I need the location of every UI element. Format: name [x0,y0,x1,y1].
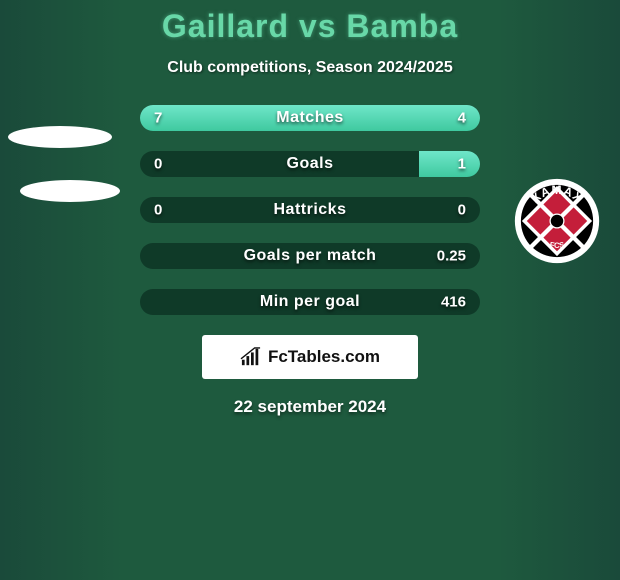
bar-label: Min per goal [140,293,480,311]
bar-value-right: 4 [458,110,466,127]
stat-row: Goals0 1 [0,151,620,177]
bar-track: Goals0 1 [140,151,480,177]
bar-value-right: 0 [458,202,466,219]
bar-label: Matches [140,109,480,127]
placeholder-ellipse [8,126,112,148]
bar-value-left: 7 [154,110,162,127]
bar-track: Hattricks0 0 [140,197,480,223]
bar-chart-icon [240,347,262,367]
svg-text:FCS: FCS [549,240,565,250]
subtitle: Club competitions, Season 2024/2025 [0,59,620,77]
brand-text: FcTables.com [268,347,380,367]
bar-value-left: 0 [154,156,162,173]
brand-badge: FcTables.com [202,335,418,379]
stat-row: Matches7 4 [0,105,620,131]
bar-value-right: 416 [441,294,466,311]
bar-value-right: 1 [458,156,466,173]
bar-track: Min per goal416 [140,289,480,315]
bar-track: Matches7 4 [140,105,480,131]
placeholder-ellipse [20,180,120,202]
bar-label: Goals per match [140,247,480,265]
date-text: 22 september 2024 [0,397,620,417]
page-title: Gaillard vs Bamba [0,8,620,45]
right-club-logo: XAMAX FCS [514,178,600,264]
bar-label: Hattricks [140,201,480,219]
bar-label: Goals [140,155,480,173]
stat-row: Min per goal416 [0,289,620,315]
bar-track: Goals per match0.25 [140,243,480,269]
bar-value-right: 0.25 [437,248,466,265]
bar-value-left: 0 [154,202,162,219]
